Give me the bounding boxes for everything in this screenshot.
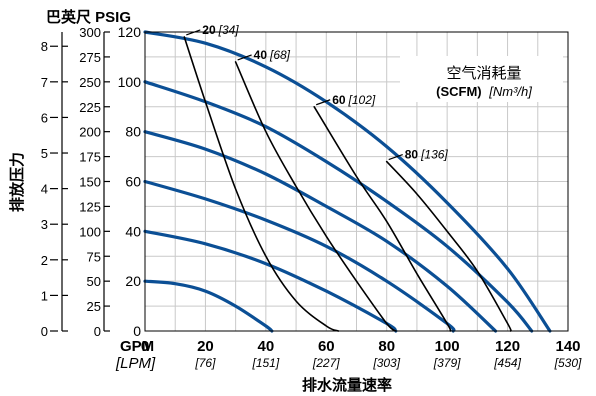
- air-curve-label-bold: 80: [405, 148, 419, 162]
- x-tick-label: 60: [318, 338, 335, 355]
- y-unit-header: 巴英尺 PSIG: [46, 8, 131, 26]
- y-tick-label: 0: [133, 323, 141, 339]
- bar-tick-label: 4: [41, 182, 48, 197]
- air-curve-label-bold: 60: [332, 93, 346, 107]
- bar-tick-label: 3: [41, 217, 48, 232]
- psig-tick-label: 200: [79, 125, 101, 140]
- air-curve-label-italic: [136]: [420, 148, 448, 162]
- bar-tick-label: 2: [41, 253, 48, 268]
- x-unit-secondary: [LPM]: [115, 355, 156, 372]
- psig-tick-label: 300: [79, 25, 101, 40]
- air-consumption-curve: [183, 36, 340, 332]
- air-curve-label-italic: [68]: [269, 48, 291, 62]
- x-tick-label: 0: [141, 338, 149, 355]
- psig-tick-label: 125: [79, 199, 101, 214]
- bar-tick-label: 6: [41, 110, 48, 125]
- air-label-leader: [237, 54, 252, 61]
- psig-tick-label: 175: [79, 150, 101, 165]
- curves: [143, 30, 552, 333]
- psig-tick-label: 0: [94, 324, 101, 339]
- psig-tick-label: 250: [79, 75, 101, 90]
- x-axis-label: 排水流量速率: [302, 376, 392, 394]
- x-tick-label-secondary: [303]: [372, 356, 400, 370]
- x-tick-label-secondary: [530]: [554, 356, 582, 370]
- air-consumption-curve: [234, 61, 397, 332]
- air-label-leader: [186, 29, 201, 36]
- air-legend-box: [400, 56, 563, 102]
- x-tick-label: 120: [495, 338, 520, 355]
- bar-tick-label: 1: [41, 288, 48, 303]
- x-tick-label: 100: [435, 338, 460, 355]
- air-consumption-curve: [385, 160, 512, 332]
- air-label-leader: [315, 99, 331, 106]
- air-label-leader: [388, 154, 403, 161]
- psig-tick-label: 25: [87, 299, 101, 314]
- x-tick-label: 20: [197, 338, 214, 355]
- pressure-curve: [143, 30, 552, 333]
- psig-tick-label: 50: [87, 274, 101, 289]
- x-unit-primary: GPM: [120, 338, 154, 355]
- air-curve-label: 80 [136]: [405, 148, 449, 162]
- bar-tick-label: 5: [41, 146, 48, 161]
- psig-tick-label: 275: [79, 50, 101, 65]
- air-curve-label: 40 [68]: [254, 48, 291, 62]
- y-tick-label: 40: [125, 223, 141, 239]
- air-curve-label: 20 [34]: [202, 23, 239, 37]
- x-tick-label: 40: [258, 338, 275, 355]
- curve-labels: 20 [34] 40 [68] 60 [102] 80 [136]: [186, 23, 448, 162]
- air-curve-label-bold: 20: [202, 23, 216, 37]
- y-tick-label: 80: [125, 124, 141, 140]
- air-curve-label-italic: [102]: [348, 93, 376, 107]
- plot-frame: [144, 31, 569, 332]
- bar-tick-label: 0: [41, 324, 48, 339]
- air-legend-unit: (SCFM) [Nm³/h]: [436, 84, 532, 99]
- y-tick-label: 120: [118, 24, 142, 40]
- x-tick-label: 80: [378, 338, 395, 355]
- bar-tick-label: 7: [41, 75, 48, 90]
- air-consumption-curve: [313, 106, 452, 332]
- air-curve-label-italic: [34]: [218, 23, 240, 37]
- air-legend-unit-italic: [Nm³/h]: [488, 84, 532, 99]
- air-curve-label: 60 [102]: [332, 93, 376, 107]
- y-tick-label: 100: [118, 74, 142, 90]
- x-tick-label: 140: [555, 338, 580, 355]
- psig-tick-label: 75: [87, 249, 101, 264]
- x-tick-label-secondary: [379]: [433, 356, 461, 370]
- pressure-curve: [143, 130, 498, 333]
- y-tick-label: 20: [125, 273, 141, 289]
- psig-tick-label: 225: [79, 100, 101, 115]
- y-tick-label: 60: [125, 174, 141, 190]
- x-tick-label-secondary: [227]: [312, 356, 340, 370]
- air-legend-unit-bold: (SCFM): [436, 84, 482, 99]
- y-axis-label: 排放压力: [8, 152, 26, 212]
- air-curve-label-bold: 40: [254, 48, 268, 62]
- air-legend-title: 空气消耗量: [446, 65, 521, 82]
- x-tick-label-secondary: [454]: [493, 356, 521, 370]
- pressure-curve: [143, 279, 274, 333]
- psig-tick-label: 100: [79, 224, 101, 239]
- psig-tick-label: 150: [79, 175, 101, 190]
- x-tick-label-secondary: [76]: [194, 356, 216, 370]
- x-tick-label-secondary: [151]: [252, 356, 280, 370]
- bar-tick-label: 8: [41, 39, 48, 54]
